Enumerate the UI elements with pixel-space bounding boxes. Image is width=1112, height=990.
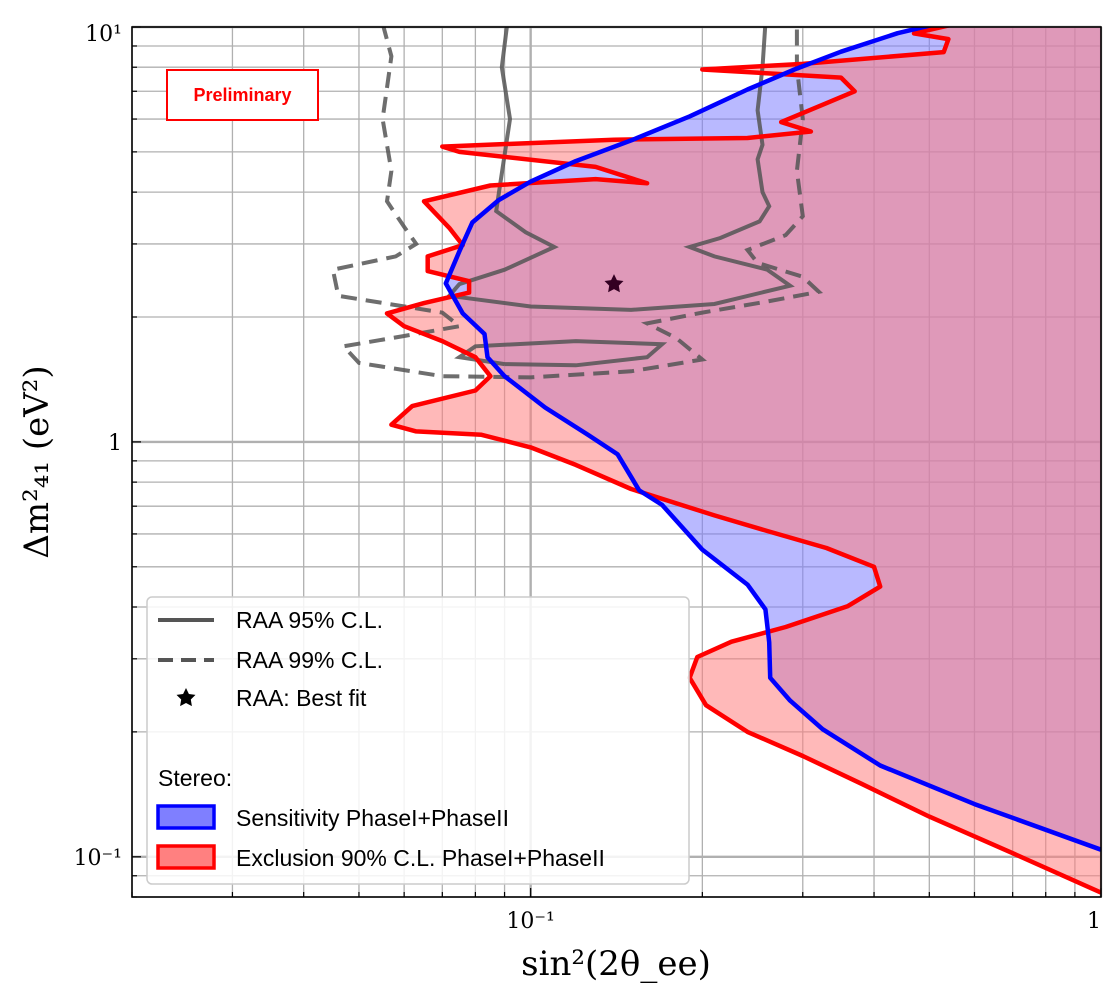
legend-sensitivity-label: Sensitivity PhaseI+PhaseII bbox=[236, 805, 509, 831]
legend-frame bbox=[146, 596, 690, 885]
ticks: 10⁻¹ 1 10⁻¹ 1 10¹ bbox=[74, 22, 1102, 934]
exclusion-fill bbox=[387, 27, 1101, 893]
x-axis-title: sin²(2θ_ee) bbox=[521, 944, 711, 984]
legend-raa-best-label: RAA: Best fit bbox=[236, 685, 367, 711]
raa-best-fit-star bbox=[604, 274, 624, 293]
plot-frame bbox=[131, 26, 1102, 898]
raa-95-contour bbox=[445, 27, 795, 312]
legend-raa-99-label: RAA 99% C.L. bbox=[236, 647, 383, 673]
raa-99-contour bbox=[330, 27, 824, 380]
preliminary-box bbox=[166, 69, 319, 121]
legend: RAA 95% C.L. RAA 99% C.L. RAA: Best fit … bbox=[146, 596, 690, 885]
legend-exclusion-swatch bbox=[156, 844, 216, 870]
contours bbox=[330, 27, 1101, 895]
y-tick-label: 1 bbox=[108, 431, 122, 456]
legend-star-icon bbox=[176, 688, 196, 707]
legend-raa-95-label: RAA 95% C.L. bbox=[236, 607, 383, 633]
raa-95-contour bbox=[454, 339, 668, 368]
y-axis-title: Δm²₄₁ (eV²) bbox=[17, 365, 57, 558]
exclusion-contour bbox=[384, 27, 1101, 895]
x-tick-label: 1 bbox=[1087, 909, 1101, 934]
y-tick-label: 10¹ bbox=[85, 22, 122, 47]
x-tick-label: 10⁻¹ bbox=[506, 909, 554, 934]
y-tick-label: 10⁻¹ bbox=[74, 846, 122, 871]
legend-exclusion-label: Exclusion 90% C.L. PhaseI+PhaseII bbox=[236, 845, 605, 871]
legend-sensitivity-swatch bbox=[156, 804, 216, 830]
preliminary-badge: Preliminary bbox=[166, 69, 319, 121]
preliminary-label: Preliminary bbox=[193, 85, 291, 105]
legend-stereo-title: Stereo: bbox=[158, 765, 232, 791]
sensitivity-contour bbox=[443, 27, 1101, 852]
